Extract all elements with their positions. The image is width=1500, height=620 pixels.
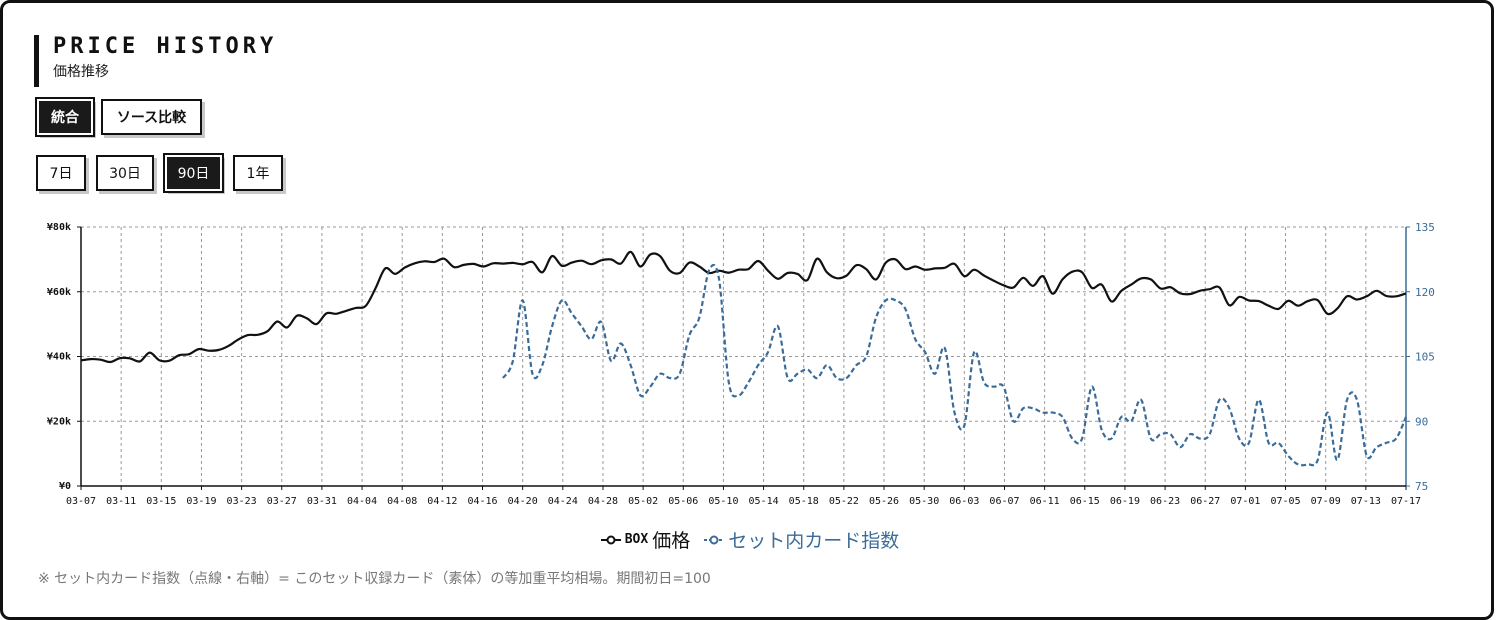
y-right-tick-label: 120 [1415,286,1435,299]
x-tick-label: 03-11 [106,496,136,507]
legend-box-marker-icon [600,535,621,544]
x-tick-label: 06-19 [1110,496,1140,507]
y-left-tick-label: ¥40k [47,352,71,363]
page-title: PRICE HISTORY [53,34,278,59]
chart-footnote: ※ セット内カード指数（点線・右軸）= このセット収録カード（素体）の等加重平均… [38,571,711,587]
chart-legend: BOX 価格 セット内カード指数 [0,526,1500,553]
x-tick-label: 04-28 [588,496,618,507]
y-left-tick-label: ¥20k [47,416,71,427]
x-tick-label: 07-09 [1311,496,1341,507]
x-tick-label: 06-27 [1190,496,1220,507]
section-heading: PRICE HISTORY 価格推移 [34,35,277,87]
series-box-price-line [80,250,1407,364]
y-left-tick-label: ¥0 [59,481,71,492]
x-tick-label: 03-07 [66,496,96,507]
range-7d-button[interactable]: 7日 [36,155,86,191]
x-tick-label: 07-01 [1230,496,1260,507]
x-tick-label: 05-26 [869,496,899,507]
y-left-tick-label: ¥80k [47,222,71,233]
x-tick-label: 04-20 [508,496,538,507]
x-tick-label: 07-05 [1270,496,1300,507]
x-tick-label: 04-04 [347,496,377,507]
y-right-tick-label: 135 [1415,221,1435,234]
x-tick-label: 05-30 [909,496,939,507]
range-1y-button[interactable]: 1年 [233,155,283,191]
y-left-tick-label: ¥60k [47,287,71,298]
legend-box-prefix: BOX [624,532,649,547]
x-tick-label: 05-14 [749,496,779,507]
x-tick-label: 03-31 [307,496,337,507]
x-tick-label: 04-12 [427,496,457,507]
x-tick-label: 06-15 [1070,496,1100,507]
x-tick-label: 04-08 [387,496,417,507]
price-chart: 03-07 03-11 03-15 03-19 03-23 03-27 03-31 04-04… [47,221,1435,507]
y-right-tick-label: 90 [1415,415,1428,428]
x-tick-label: 05-18 [789,496,819,507]
x-tick-label: 03-19 [186,496,216,507]
tab-source-compare[interactable]: ソース比較 [101,99,202,135]
x-tick-label: 06-03 [949,496,979,507]
x-tick-label: 03-27 [267,496,297,507]
range-30d-button[interactable]: 30日 [96,155,154,191]
x-tick-label: 06-23 [1150,496,1180,507]
y-right-tick-label: 105 [1415,351,1435,364]
tab-combined[interactable]: 統合 [35,97,95,137]
x-tick-label: 07-13 [1351,496,1381,507]
x-tick-label: 05-02 [628,496,658,507]
series-card-index-line [502,263,1408,467]
y-right-tick-label: 75 [1415,480,1428,493]
x-tick-label: 03-15 [146,496,176,507]
legend-box-price[interactable]: BOX 価格 [600,526,691,553]
x-tick-label: 04-24 [548,496,578,507]
legend-index-marker-icon [704,535,725,544]
x-tick-label: 04-16 [467,496,497,507]
page-subtitle: 価格推移 [53,64,109,80]
legend-box-suffix: 価格 [652,530,691,552]
range-90d-button[interactable]: 90日 [163,153,224,193]
x-tick-label: 06-11 [1030,496,1060,507]
x-tick-label: 05-10 [708,496,738,507]
legend-index-label: セット内カード指数 [728,530,900,552]
x-tick-label: 05-22 [829,496,859,507]
x-tick-label: 05-06 [668,496,698,507]
x-tick-label: 06-07 [989,496,1019,507]
x-tick-label: 03-23 [227,496,257,507]
x-tick-label: 07-17 [1391,496,1421,507]
legend-card-index[interactable]: セット内カード指数 [704,526,899,553]
